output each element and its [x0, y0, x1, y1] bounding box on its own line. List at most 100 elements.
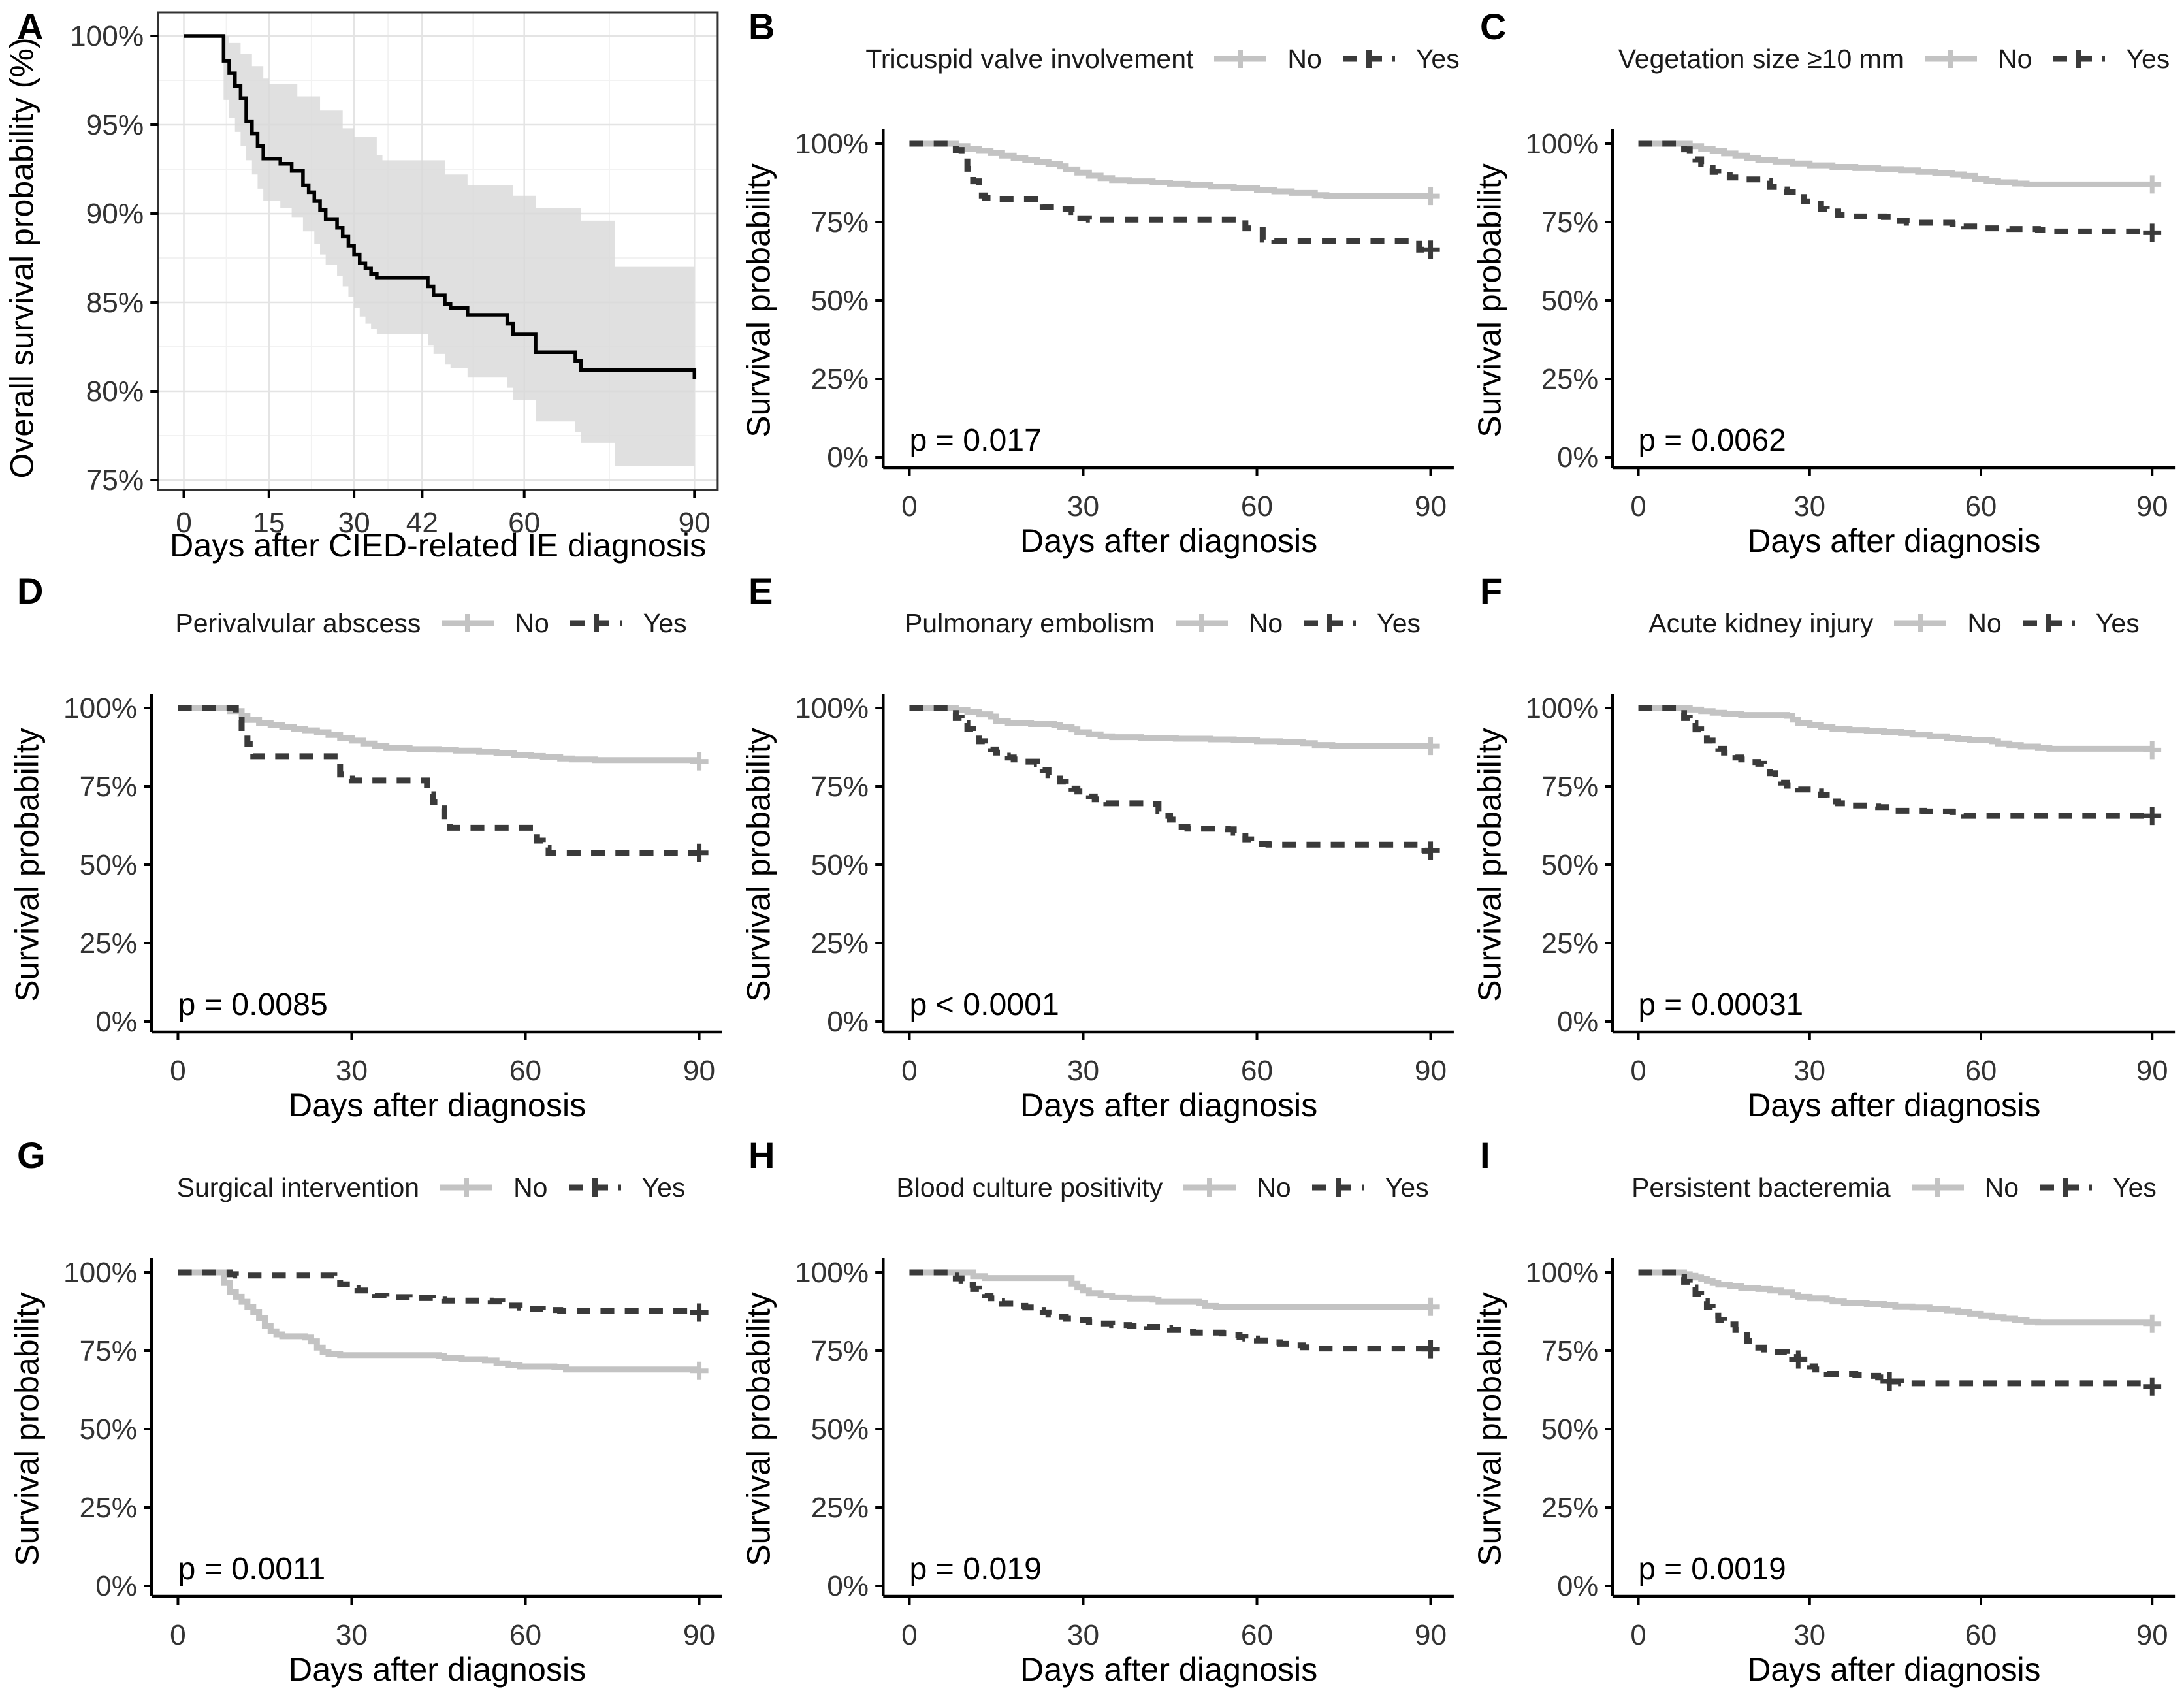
panel-I-censor-mark — [1789, 1350, 1808, 1369]
panel-D-x-tick-label: 0 — [170, 1055, 186, 1087]
panel-C-y-tick-label: 100% — [1526, 128, 1599, 160]
panel-D-curve-no — [178, 705, 699, 764]
panel-C: C Vegetation size ≥10 mm No Yes 0% 25% 50% 75% 1… — [1463, 0, 2184, 564]
panel-D-censor-mark — [690, 843, 709, 862]
panel-G-y-tick-label: 75% — [80, 1335, 138, 1367]
panel-A-y-tick-label: 75% — [86, 464, 144, 496]
panel-H-chart: 0% 25% 50% 75% 100% 0 30 60 90 Days after diagnos… — [740, 1257, 1454, 1688]
legend-title: Surgical intervention — [176, 1172, 420, 1202]
panel-F-x-tick-label: 30 — [1794, 1055, 1825, 1087]
panel-G-curve-no — [178, 1269, 699, 1373]
panel-F-x-tick-label: 60 — [1965, 1055, 1997, 1087]
legend-label-no: No — [1248, 607, 1283, 638]
panel-G-y-tick-label: 50% — [80, 1413, 138, 1445]
panel-F-y-tick-label: 75% — [1541, 771, 1598, 803]
panel-F-curve-yes — [1638, 705, 2153, 819]
panel-B-y-tick-label: 25% — [811, 363, 869, 395]
legend-key-yes-icon — [2040, 1178, 2093, 1197]
legend-title: Vegetation size ≥10 mm — [1618, 43, 1904, 74]
legend-key-no-icon — [1175, 614, 1228, 632]
panel-E-legend: Pulmonary embolism No Yes — [875, 602, 1450, 644]
panel-C-x-tick-label: 90 — [2136, 491, 2168, 523]
panel-D-y-tick-label: 0% — [95, 1006, 137, 1038]
panel-G-label: G — [17, 1135, 46, 1176]
panel-I-x-tick-label: 30 — [1794, 1619, 1825, 1651]
panel-G-y-axis-title: Survival probability — [8, 1292, 45, 1566]
legend-label-yes: Yes — [1377, 607, 1421, 638]
panel-H-censor-mark — [1421, 1297, 1440, 1316]
panel-H-y-axis-title: Survival probability — [740, 1292, 777, 1566]
legend-key-yes-icon — [570, 614, 622, 632]
panel-E-y-tick-label: 100% — [795, 692, 869, 724]
panel-D-legend: Perivalvular abscess No Yes — [144, 602, 718, 644]
panel-H-legend: Blood culture positivity No Yes — [875, 1167, 1450, 1208]
panel-B-y-tick-label: 0% — [827, 442, 869, 474]
panel-E-x-axis-title: Days after diagnosis — [1020, 1087, 1317, 1123]
panel-I-y-tick-label: 25% — [1541, 1492, 1598, 1524]
panel-H-y-tick-label: 0% — [827, 1570, 869, 1602]
legend-label-yes: Yes — [643, 607, 687, 638]
panel-A-x-axis-title: Days after CIED-related IE diagnosis — [170, 527, 706, 564]
panel-F-x-tick-label: 90 — [2136, 1055, 2168, 1087]
legend-key-no-icon — [1214, 50, 1267, 68]
panel-B-curve-yes — [909, 140, 1431, 253]
panel-B-y-tick-label: 75% — [811, 206, 869, 238]
panel-E-chart: 0% 25% 50% 75% 100% 0 30 60 90 Days after diagnos… — [740, 692, 1454, 1123]
panel-A: A 75% 80% 85% 90% 95% 100% 0 15 30 42 60 90 Days afte… — [0, 0, 731, 564]
panel-H-curve-yes — [909, 1269, 1431, 1352]
panel-D-chart: 0% 25% 50% 75% 100% 0 30 60 90 Days after diagnos… — [8, 692, 722, 1123]
legend-key-no-icon — [1183, 1178, 1236, 1197]
panel-B-censor-mark — [1421, 240, 1440, 259]
panel-G-x-axis-title: Days after diagnosis — [289, 1651, 586, 1688]
panel-C-legend: Vegetation size ≥10 mm No Yes — [1607, 38, 2181, 80]
panel-I-label: I — [1480, 1135, 1490, 1176]
legend-label-yes: Yes — [1385, 1172, 1429, 1202]
panel-F-label: F — [1480, 570, 1503, 611]
panel-H-x-tick-label: 90 — [1415, 1619, 1447, 1651]
panel-H-y-tick-label: 100% — [795, 1257, 869, 1289]
panel-H-x-tick-label: 30 — [1067, 1619, 1099, 1651]
panel-H-label: H — [748, 1135, 775, 1176]
panel-H-x-tick-label: 0 — [901, 1619, 918, 1651]
legend-title: Perivalvular abscess — [175, 607, 421, 638]
panel-G-legend: Surgical intervention No Yes — [144, 1167, 718, 1208]
legend-label-no: No — [1257, 1172, 1291, 1202]
panel-I-y-tick-label: 50% — [1541, 1413, 1598, 1445]
legend-key-no-icon — [442, 614, 494, 632]
panel-B-x-axis-title: Days after diagnosis — [1020, 523, 1317, 559]
panel-A-x-tick-label: 30 — [338, 507, 370, 539]
panel-E-curve-yes — [909, 705, 1431, 854]
panel-G: G Surgical intervention No Yes 0% 25% 50% 75% 10… — [0, 1129, 731, 1693]
panel-G-censor-mark — [690, 1361, 709, 1380]
panel-A-x-tick-label: 42 — [406, 507, 438, 539]
panel-E-y-tick-label: 25% — [811, 927, 869, 959]
panel-D-y-tick-label: 75% — [80, 771, 138, 803]
panel-C-x-tick-label: 60 — [1965, 491, 1997, 523]
panel-I-y-tick-label: 75% — [1541, 1335, 1598, 1367]
panel-D-x-axis-title: Days after diagnosis — [289, 1087, 586, 1123]
panel-B-curve-no — [909, 140, 1431, 199]
panel-A-x-tick-label: 90 — [679, 507, 711, 539]
panel-H-curve-no — [909, 1269, 1431, 1310]
panel-A-y-tick-label: 90% — [86, 198, 144, 230]
panel-A-y-tick-label: 85% — [86, 287, 144, 319]
legend-key-yes-icon — [2022, 614, 2075, 632]
legend-label-no: No — [1997, 43, 2032, 74]
panel-G-x-tick-label: 0 — [170, 1619, 186, 1651]
legend-key-yes-icon — [568, 1178, 621, 1197]
legend-key-no-icon — [1924, 50, 1977, 68]
panel-A-y-tick-label: 95% — [86, 109, 144, 141]
panel-A-y-tick-label: 100% — [70, 20, 144, 52]
panel-C-curve-no — [1638, 140, 2153, 187]
legend-key-no-icon — [440, 1178, 493, 1197]
panel-E-censor-mark — [1421, 841, 1440, 860]
panel-A-x-tick-label: 0 — [176, 507, 192, 539]
panel-H-x-tick-label: 60 — [1241, 1619, 1273, 1651]
panel-A-x-tick-label: 60 — [508, 507, 540, 539]
panel-E-y-tick-label: 75% — [811, 771, 869, 803]
panel-C-y-tick-label: 50% — [1541, 285, 1598, 317]
panel-E-censor-mark — [1421, 737, 1440, 756]
panel-F-x-axis-title: Days after diagnosis — [1748, 1087, 2041, 1123]
panel-E-x-tick-label: 90 — [1415, 1055, 1447, 1087]
legend-title: Persistent bacteremia — [1631, 1172, 1891, 1202]
